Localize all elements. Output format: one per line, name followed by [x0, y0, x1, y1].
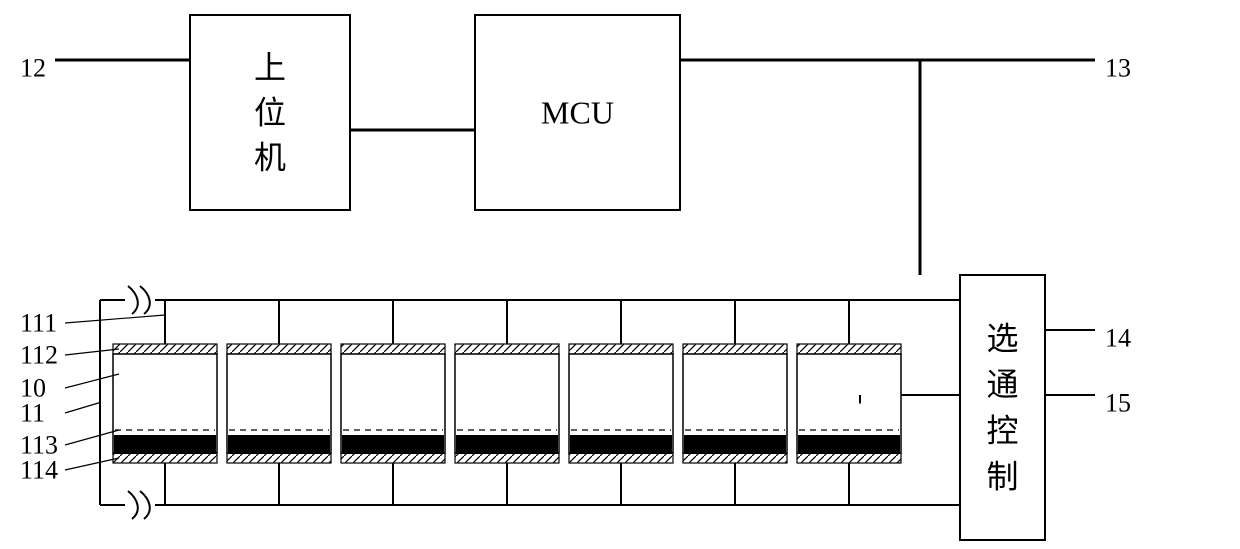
label-12: 12	[20, 54, 46, 83]
cell-top-hatch	[569, 344, 673, 354]
cell-bot-hatch	[455, 453, 559, 463]
cell-black-band	[114, 435, 216, 454]
cell-bot-hatch	[113, 453, 217, 463]
break-mark	[128, 491, 150, 519]
label-114: 114	[20, 456, 58, 485]
cell-top-hatch	[341, 344, 445, 354]
cell-bot-hatch	[797, 453, 901, 463]
select-box-label: 通	[986, 367, 1018, 403]
label-14: 14	[1105, 324, 1131, 353]
label-11: 11	[20, 399, 45, 428]
cell-black-band	[798, 435, 900, 454]
break-mark	[128, 286, 150, 314]
cell-bot-hatch	[683, 453, 787, 463]
label-13: 13	[1105, 54, 1131, 83]
cell-black-band	[456, 435, 558, 454]
cell-bot-hatch	[569, 453, 673, 463]
block-diagram: 上位机MCU选通控制121314151111121011113114	[0, 0, 1240, 549]
cell-black-band	[342, 435, 444, 454]
cell-top-hatch	[455, 344, 559, 354]
select-box-label: 制	[986, 458, 1018, 494]
cell-top-hatch	[797, 344, 901, 354]
cell-bot-hatch	[341, 453, 445, 463]
cell-black-band	[684, 435, 786, 454]
cell-black-band	[570, 435, 672, 454]
cell-bot-hatch	[227, 453, 331, 463]
cell-top-hatch	[683, 344, 787, 354]
label-15: 15	[1105, 389, 1131, 418]
mcu-box-label: MCU	[541, 95, 614, 131]
host-box-label: 机	[254, 140, 286, 176]
cell-top-hatch	[113, 344, 217, 354]
select-box-label: 选	[986, 321, 1018, 357]
label-112: 112	[20, 341, 58, 370]
select-box-label: 控	[986, 412, 1018, 448]
label-111: 111	[20, 309, 57, 338]
cell-black-band	[228, 435, 330, 454]
cell-top-hatch	[227, 344, 331, 354]
host-box-label: 上	[254, 50, 286, 86]
host-box-label: 位	[254, 95, 286, 131]
